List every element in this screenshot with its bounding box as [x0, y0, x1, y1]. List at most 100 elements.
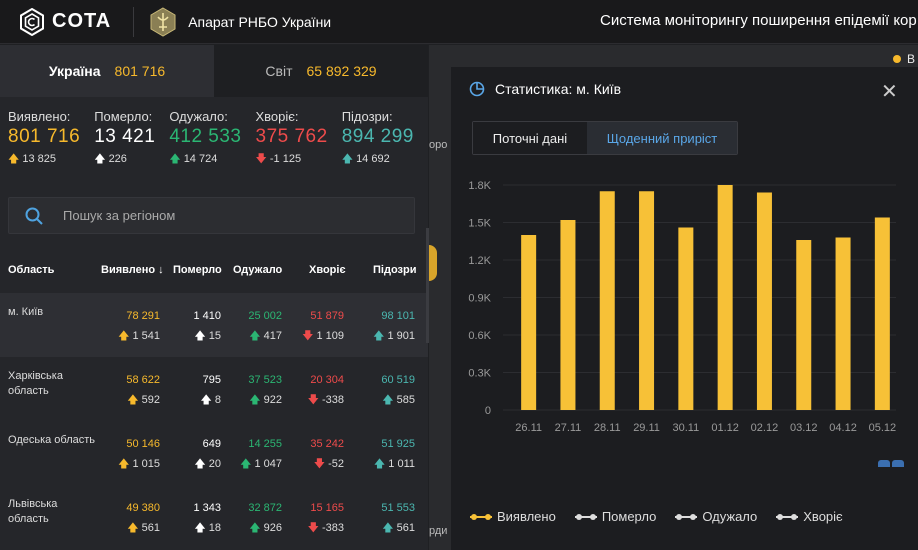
map-region-marker[interactable]: [429, 245, 437, 281]
arrow-down-icon: 🡇: [307, 394, 319, 406]
legend-marker-icon: [470, 513, 492, 520]
summary-item: Виявлено: 801 716 🡅 13 825: [8, 109, 80, 167]
x-tick-label: 04.12: [829, 422, 857, 434]
summary-item: Хворіє: 375 762 🡇 -1 125: [256, 109, 328, 167]
y-tick-label: 0: [485, 405, 491, 417]
y-tick-label: 1.5K: [468, 218, 491, 230]
cell-delta-value: 561: [396, 522, 415, 534]
legend-label: Хворіє: [803, 509, 843, 524]
summary-value: 412 533: [169, 126, 242, 147]
rnbo-emblem-icon: [150, 6, 176, 37]
table-scrollbar[interactable]: [426, 228, 429, 343]
x-tick-label: 02.12: [751, 422, 779, 434]
arrow-up-icon: 🡅: [194, 522, 206, 534]
arrow-up-icon: 🡅: [249, 330, 261, 342]
arrow-up-icon: 🡅: [118, 330, 130, 342]
cell-value: 49 380: [126, 502, 160, 514]
close-icon[interactable]: ✕: [881, 81, 898, 103]
legend-item[interactable]: Виявлено: [469, 509, 556, 524]
tab-ukraine[interactable]: Україна 801 716: [0, 45, 214, 97]
search-input[interactable]: Пошук за регіоном: [8, 197, 415, 234]
y-tick-label: 0.6K: [468, 330, 491, 342]
cell-value: 35 242: [310, 438, 344, 450]
bar: [756, 192, 772, 410]
table-row[interactable]: Львівська область 49 380 🡅 561 1 343 🡅 18 32 …: [0, 485, 428, 549]
cell-delta: 🡇 1 109: [302, 327, 344, 346]
table-row[interactable]: м. Київ 78 291 🡅 1 541 1 410 🡅 15 25 002 🡅 417…: [0, 293, 428, 357]
zoom-handle-icon[interactable]: [878, 460, 890, 467]
cell-delta: 🡅 1 541: [118, 327, 160, 346]
cell-value: 51 879: [310, 310, 344, 322]
legend-item[interactable]: Хворіє: [775, 509, 843, 524]
cell-delta-value: 926: [263, 522, 282, 534]
tab-world-value: 65 892 329: [306, 63, 377, 79]
org-name: Апарат РНБО України: [188, 13, 332, 30]
table-header: Область Виявлено ↓ Померло Одужало Хворі…: [0, 253, 428, 287]
legend-label: Виявлено: [497, 509, 556, 524]
header-divider: [133, 6, 135, 37]
cell-value: 98 101: [381, 310, 415, 322]
col-suspected[interactable]: Підозри: [373, 264, 417, 276]
region-name: Харківська область: [8, 370, 63, 397]
cell-delta: 🡇 -383: [308, 519, 344, 538]
x-tick-label: 03.12: [790, 422, 818, 434]
cell-value: 15 165: [310, 502, 344, 514]
left-panel: Україна 801 716 Світ 65 892 329 Виявлено…: [0, 45, 429, 550]
summary-delta: 🡇 -1 125: [256, 150, 328, 169]
bar: [521, 235, 537, 410]
legend-item[interactable]: Померло: [574, 509, 656, 524]
cell-value: 795: [202, 374, 221, 386]
cell-delta-value: 18: [208, 522, 221, 534]
cell-delta: 🡅 15: [194, 327, 221, 346]
summary-delta: 🡅 14 724: [169, 150, 241, 169]
stats-panel: Статистика: м. Київ ✕ Поточні дані Щоден…: [451, 67, 918, 550]
cell-delta: 🡅 561: [127, 519, 160, 538]
table-row[interactable]: Одеська область 50 146 🡅 1 015 649 🡅 20 14 25…: [0, 421, 428, 485]
col-region[interactable]: Область: [8, 264, 55, 276]
summary-item: Підозри: 894 299 🡅 14 692: [342, 109, 414, 167]
table-row[interactable]: Харківська область 58 622 🡅 592 795 🡅 8 37 52…: [0, 357, 428, 421]
summary-label: Померло:: [94, 109, 153, 124]
region-name: м. Київ: [8, 306, 44, 318]
org-link[interactable]: Апарат РНБО України: [148, 6, 332, 37]
x-tick-label: 26.11: [515, 422, 542, 434]
arrow-up-icon: 🡅: [94, 153, 106, 165]
cell-delta-value: -383: [321, 522, 344, 534]
arrow-up-icon: 🡅: [382, 394, 394, 406]
panel-title: Статистика: м. Київ: [469, 81, 621, 97]
col-cases[interactable]: Виявлено ↓: [101, 264, 164, 276]
tab-world[interactable]: Світ 65 892 329: [214, 45, 428, 97]
tab-daily-growth[interactable]: Щоденний приріст: [587, 122, 737, 154]
col-deaths[interactable]: Померло: [173, 264, 222, 276]
panel-title-text: Статистика: м. Київ: [495, 81, 622, 97]
y-tick-label: 1.8K: [468, 180, 491, 192]
legend-item[interactable]: Одужало: [674, 509, 757, 524]
topright-legend-item[interactable]: В: [883, 48, 918, 70]
cell-delta-value: -52: [328, 458, 344, 470]
arrow-up-icon: 🡅: [127, 522, 139, 534]
chart-legend: Виявлено Померло Одужало Хворіє: [469, 509, 861, 524]
cell-delta: 🡅 1 901: [373, 327, 415, 346]
cell-value: 20 304: [310, 374, 344, 386]
cell-value: 25 002: [248, 310, 282, 322]
x-tick-label: 30.11: [672, 422, 699, 434]
logo-text: COTA: [52, 10, 112, 32]
cell-value: 58 622: [126, 374, 160, 386]
col-recovered[interactable]: Одужало: [233, 264, 283, 276]
bar: [678, 227, 694, 410]
x-tick-label: 28.11: [594, 422, 621, 434]
summary-value: 375 762: [255, 126, 328, 147]
tab-current-data[interactable]: Поточні дані: [473, 122, 587, 154]
y-tick-label: 0.9K: [468, 293, 491, 305]
summary-item: Одужало: 412 533 🡅 14 724: [169, 109, 241, 167]
bar: [560, 220, 576, 410]
col-sick[interactable]: Хворіє: [309, 264, 346, 276]
arrow-up-icon: 🡅: [249, 394, 261, 406]
cota-logo[interactable]: COTA: [18, 7, 112, 36]
zoom-handle-icon[interactable]: [892, 460, 904, 467]
cell-delta-value: 20: [208, 458, 221, 470]
chart-mode-toggle: Поточні дані Щоденний приріст: [472, 121, 738, 155]
system-title: Система моніторингу поширення епідемії к…: [600, 12, 917, 29]
region-name: Одеська область: [8, 434, 96, 446]
bar: [639, 191, 655, 410]
